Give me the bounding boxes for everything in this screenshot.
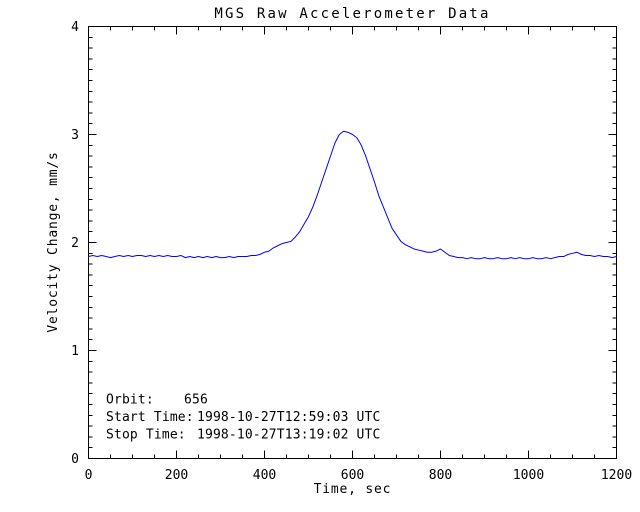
y-tick-label: 1 bbox=[71, 344, 79, 359]
axis-frame bbox=[88, 26, 617, 459]
x-tick-label: 1200 bbox=[601, 468, 632, 483]
orbit-label: Orbit: bbox=[106, 393, 154, 408]
annotation-block: Orbit: 656 Start Time: 1998-10-27T12:59:… bbox=[106, 393, 380, 443]
y-tick-label: 0 bbox=[71, 452, 79, 467]
tick-labels: 0 200 400 600 800 1000 1200 0 1 2 3 4 bbox=[71, 20, 632, 483]
x-tick-label: 600 bbox=[341, 468, 364, 483]
x-tick-label: 0 bbox=[85, 468, 93, 483]
x-axis-label: Time, sec bbox=[314, 482, 392, 497]
stop-time-value: 1998-10-27T13:19:02 UTC bbox=[197, 428, 380, 443]
start-time-label: Start Time: bbox=[106, 410, 194, 425]
x-tick-label: 400 bbox=[253, 468, 276, 483]
orbit-value: 656 bbox=[184, 393, 208, 408]
y-tick-label: 4 bbox=[71, 20, 79, 35]
stop-time-label: Stop Time: bbox=[106, 428, 186, 443]
x-tick-label: 800 bbox=[429, 468, 452, 483]
axes-path bbox=[88, 26, 617, 459]
x-tick-label: 200 bbox=[165, 468, 188, 483]
y-tick-label: 3 bbox=[71, 128, 79, 143]
chart-title: MGS Raw Accelerometer Data bbox=[214, 6, 490, 22]
x-tick-label: 1000 bbox=[513, 468, 544, 483]
y-axis-label: Velocity Change, mm/s bbox=[46, 151, 61, 332]
start-time-value: 1998-10-27T12:59:03 UTC bbox=[197, 410, 380, 425]
data-series-line bbox=[88, 130, 617, 260]
y-tick-label: 2 bbox=[71, 236, 79, 251]
